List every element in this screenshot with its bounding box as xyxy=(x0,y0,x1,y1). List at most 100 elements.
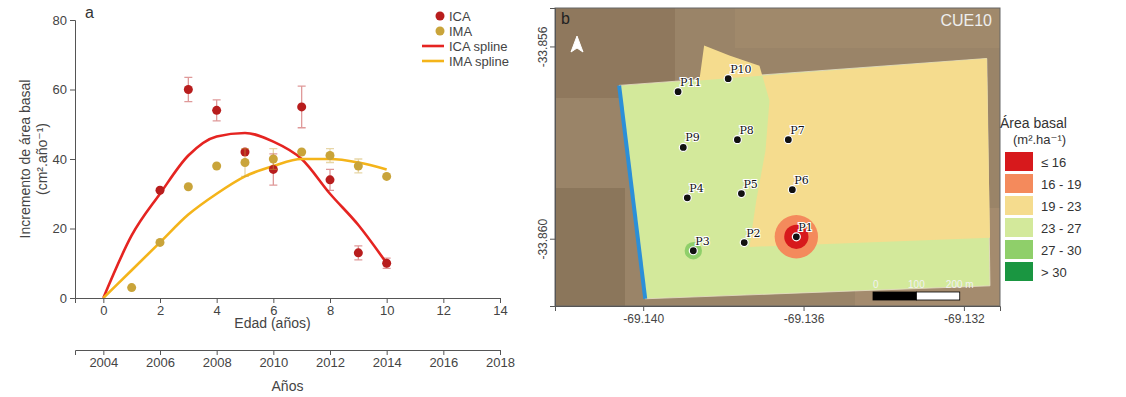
y-axis: 0 20 40 60 80 xyxy=(53,13,76,306)
error-bar xyxy=(354,159,362,173)
map-y-tick-label: -33.856 xyxy=(536,26,550,67)
legend-swatch xyxy=(1005,262,1033,281)
data-point xyxy=(382,172,391,181)
x2-tick: 2012 xyxy=(316,350,345,370)
data-point xyxy=(156,186,165,195)
data-point xyxy=(297,102,306,111)
map-y-tick-label: -33.860 xyxy=(536,219,550,260)
scale-bar-label: 200 m xyxy=(946,279,974,290)
sample-point xyxy=(733,136,741,144)
y-tick: 60 xyxy=(53,82,75,97)
x-axis-title: Edad (años) xyxy=(234,315,310,331)
sample-point xyxy=(792,233,800,241)
error-bar xyxy=(354,246,362,260)
data-point xyxy=(156,238,165,247)
y-tick: 20 xyxy=(53,221,75,236)
point-label: P8 xyxy=(739,124,753,137)
legend-swatch xyxy=(1005,240,1033,259)
x-tick: 8 xyxy=(327,298,334,318)
y-tick-label: 0 xyxy=(60,291,67,306)
x-tick-label: 4 xyxy=(214,303,221,318)
point-label: P2 xyxy=(746,227,760,240)
legend-label: 16 - 19 xyxy=(1041,177,1081,192)
legend-swatch xyxy=(422,45,444,48)
legend-label: ≤ 16 xyxy=(1041,155,1066,170)
figure: 0204060800246810121420042006200820102012… xyxy=(0,0,1126,397)
map-y-tick: -33.860 xyxy=(536,219,555,260)
map-y-tick-mark xyxy=(550,239,555,240)
sample-point xyxy=(674,88,682,96)
legend-swatch xyxy=(422,60,444,63)
x2-tick: 2014 xyxy=(373,350,402,370)
x2-tick-label: 2006 xyxy=(146,355,175,370)
map-background xyxy=(555,8,1000,306)
legend: ICAIMAICA splineIMA spline xyxy=(422,9,509,69)
error-bar xyxy=(184,77,192,101)
point-label: P5 xyxy=(743,178,757,191)
map-x-tick-label: -69.140 xyxy=(623,312,664,326)
legend-label: IMA spline xyxy=(449,54,509,69)
map-x-tick-label: -69.132 xyxy=(944,312,985,326)
x2-tick: 2018 xyxy=(486,350,515,370)
point-label: P6 xyxy=(794,174,808,187)
legend-label: ICA spline xyxy=(449,39,508,54)
error-bar xyxy=(298,86,306,128)
y-tick: 40 xyxy=(53,152,75,167)
legend-label: 27 - 30 xyxy=(1041,243,1081,258)
data-point xyxy=(212,106,221,115)
legend-label: ICA xyxy=(449,9,471,24)
error-bar xyxy=(326,169,334,190)
y-tick-label: 80 xyxy=(53,13,67,28)
y-tick: 0 xyxy=(60,291,75,306)
map-frame xyxy=(555,8,1000,306)
map-y-axis: -33.856 -33.860 xyxy=(536,9,556,307)
x2-tick-label: 2016 xyxy=(429,355,458,370)
y-tick-label: 40 xyxy=(53,152,67,167)
data-point xyxy=(241,158,250,167)
error-bar xyxy=(269,149,277,170)
y-tick-mark xyxy=(70,159,75,160)
map-texture xyxy=(735,8,1000,48)
map-x-axis: -69.140-69.136-69.132 xyxy=(556,306,1001,326)
x-tick-label: 12 xyxy=(437,303,451,318)
x2-axis: 20042006200820102012201420162018 xyxy=(76,350,515,370)
y-tick-label: 60 xyxy=(53,82,67,97)
plot-area xyxy=(103,77,391,298)
map-texture xyxy=(555,188,625,306)
legend-swatch xyxy=(1005,174,1033,193)
data-point xyxy=(382,259,391,268)
x2-tick: 2008 xyxy=(203,350,232,370)
map-y-line xyxy=(550,9,556,307)
map-area xyxy=(555,8,1000,306)
map-y-tick: -33.856 xyxy=(536,26,555,67)
map-x-line xyxy=(556,307,1001,312)
data-point xyxy=(184,85,193,94)
x2-tick-label: 2004 xyxy=(89,355,118,370)
panel-label: b xyxy=(561,10,570,27)
sample-point xyxy=(683,194,691,202)
map-title: CUE10 xyxy=(940,12,992,29)
point-label: P1 xyxy=(798,221,812,234)
error-bar xyxy=(213,100,221,121)
data-point xyxy=(354,161,363,170)
data-point xyxy=(297,148,306,157)
x2-tick-label: 2014 xyxy=(373,355,402,370)
x-tick: 4 xyxy=(214,298,221,318)
class-zone xyxy=(699,45,990,246)
map-x-tick: -69.140 xyxy=(623,306,664,326)
scale-bar-label: 100 xyxy=(908,279,925,290)
x-tick-label: 2 xyxy=(157,303,164,318)
y-tick-mark xyxy=(70,229,75,230)
y-line xyxy=(70,21,76,299)
x2-tick-label: 2018 xyxy=(486,355,515,370)
x-tick-label: 14 xyxy=(493,303,507,318)
legend-title: Área basal xyxy=(1000,115,1067,131)
data-point xyxy=(269,155,278,164)
map-x-tick: -69.132 xyxy=(944,306,985,326)
map-x-tick-mark xyxy=(643,306,644,311)
y-tick-mark xyxy=(70,298,75,299)
y-tick-label: 20 xyxy=(53,221,67,236)
y-axis-title: (cm².año⁻¹) xyxy=(34,123,50,195)
spline-line xyxy=(103,159,386,298)
point-label: P7 xyxy=(790,124,804,137)
